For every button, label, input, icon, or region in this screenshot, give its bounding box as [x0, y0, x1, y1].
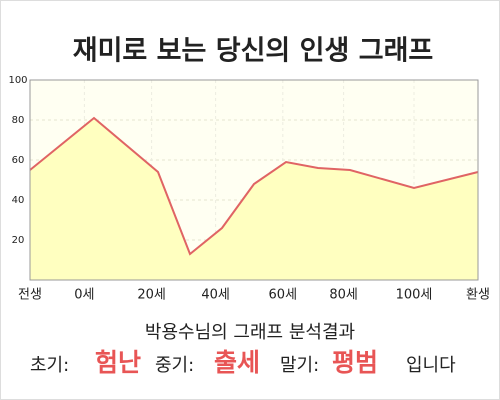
result-label: 중기: — [155, 355, 194, 376]
x-tick-label: 0세 — [74, 288, 94, 303]
result-value: 출세 — [214, 348, 260, 377]
x-tick-label: 100세 — [396, 288, 433, 303]
result-label: 말기: — [280, 355, 319, 376]
y-tick-label: 80 — [12, 115, 25, 126]
y-tick-label: 60 — [12, 155, 25, 166]
x-tick-label: 20세 — [137, 288, 166, 303]
plot-border — [29, 79, 479, 281]
y-tick-label: 100 — [8, 75, 27, 86]
x-tick-label: 60세 — [269, 288, 298, 303]
chart-title: 재미로 보는 당신의 인생 그래프 — [73, 36, 434, 67]
x-tick-label: 80세 — [329, 288, 358, 303]
x-tick-label: 40세 — [201, 288, 230, 303]
y-tick-label: 40 — [12, 195, 25, 206]
result-value: 험난 — [95, 348, 141, 377]
result-heading: 박용수님의 그래프 분석결과 — [145, 322, 355, 343]
result-suffix: 입니다 — [406, 355, 456, 376]
y-tick-label: 20 — [12, 235, 25, 246]
line — [29, 116, 479, 256]
x-tick-label: 환생 — [466, 288, 490, 303]
x-tick-label: 전생 — [18, 288, 42, 303]
result-label: 초기: — [30, 355, 69, 376]
result-value: 평범 — [332, 348, 378, 377]
